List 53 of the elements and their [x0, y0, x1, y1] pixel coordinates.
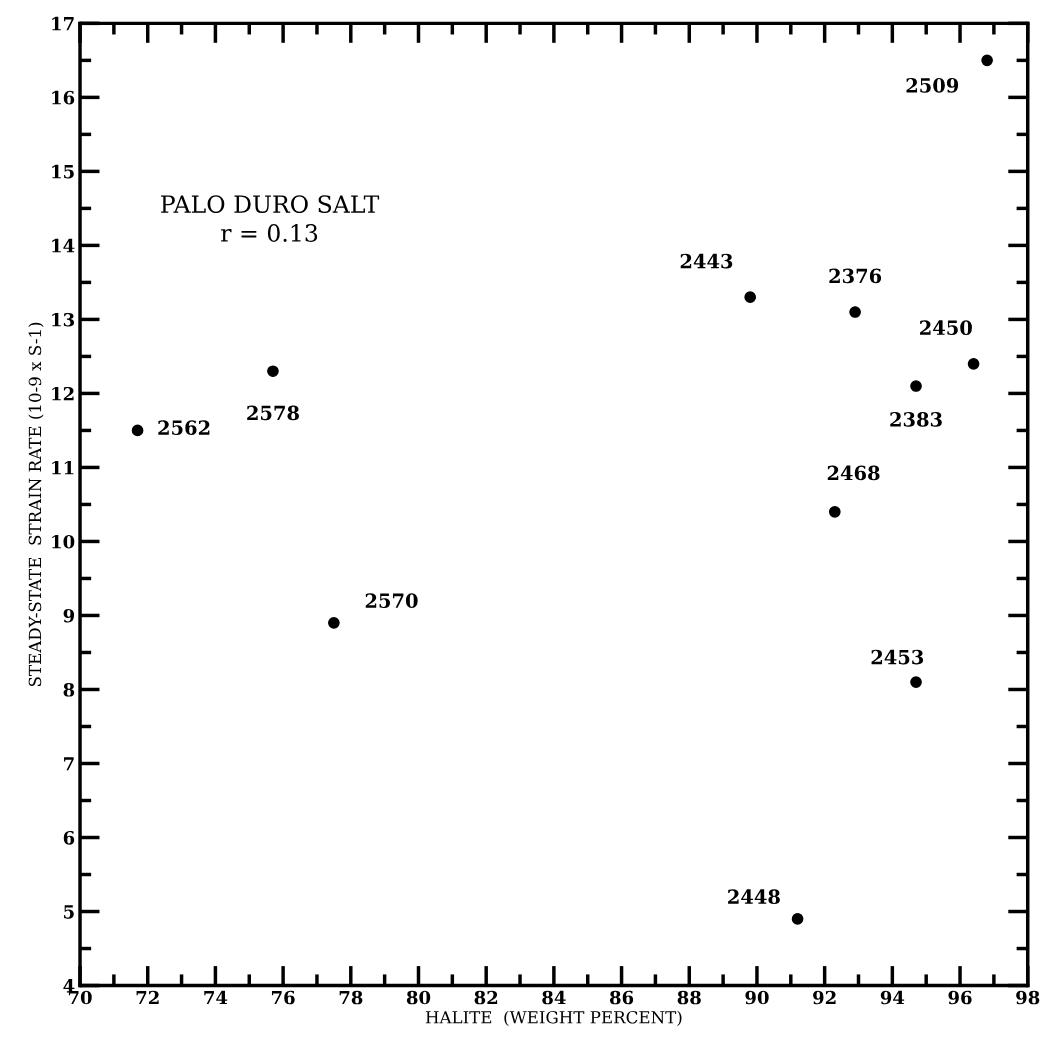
- annotation: 2383: [890, 412, 942, 427]
- point: [910, 380, 922, 392]
- annotation: PALO DURO SALT: [161, 195, 380, 214]
- annotation: r = 0.13: [221, 224, 318, 242]
- annotation: 2448: [728, 889, 780, 905]
- x-tick-label: 80: [406, 990, 431, 1005]
- x-tick-label: 92: [813, 990, 836, 1005]
- annotation: 2578: [247, 405, 299, 421]
- annotation: 2376: [829, 268, 882, 284]
- point: [267, 365, 279, 378]
- point: [910, 676, 922, 688]
- annotation: 2570: [365, 593, 418, 608]
- point: [981, 54, 993, 67]
- x-tick-label: 96: [948, 990, 972, 1005]
- y-tick-label: 13: [52, 312, 75, 327]
- annotation: 2443: [680, 253, 733, 269]
- x-tick-label: 84: [542, 990, 566, 1005]
- y-tick-label: 11: [52, 460, 74, 475]
- y-tick-label: 6: [63, 830, 75, 845]
- x-tick-label: 82: [474, 990, 498, 1005]
- point: [131, 424, 144, 437]
- y-tick-label: 17: [52, 16, 74, 31]
- y-tick-label: 12: [52, 386, 74, 401]
- point: [849, 306, 861, 318]
- annotation: 2509: [906, 78, 959, 93]
- x-tick-label: 98: [1016, 990, 1040, 1005]
- point: [828, 506, 841, 518]
- y-tick-label: 9: [63, 608, 75, 623]
- x-tick-label: 76: [271, 990, 295, 1005]
- x-tick-label: 88: [677, 990, 701, 1005]
- x-tick-label: 78: [339, 990, 363, 1005]
- y-tick-label: 16: [52, 90, 75, 105]
- x-tick-label: 74: [204, 990, 228, 1005]
- x-tick-label: 94: [880, 990, 905, 1005]
- point: [744, 291, 757, 304]
- annotation: 2468: [827, 465, 880, 481]
- x-tick-label: 86: [609, 990, 634, 1005]
- x-tick-label: 90: [745, 990, 769, 1005]
- annotation: 2450: [920, 320, 972, 336]
- y-tick-label: 10: [52, 534, 75, 549]
- x-axis-title: HALITE (WEIGHT PERCENT): [425, 1010, 682, 1026]
- y-tick-label: 14: [52, 238, 75, 253]
- point: [791, 913, 804, 925]
- y-tick-label: 5: [64, 905, 74, 919]
- point: [967, 357, 980, 370]
- point: [328, 617, 340, 629]
- annotation: 2562: [158, 420, 210, 435]
- y-tick-label: 8: [63, 682, 75, 697]
- x-tick-label: 72: [136, 990, 159, 1005]
- y-tick-label: 15: [52, 164, 74, 179]
- y-axis-title: STEADY-STATE STRAIN RATE (10-9 x S-1): [28, 322, 44, 687]
- annotation: 2453: [871, 649, 924, 665]
- y-tick-label: 7: [64, 757, 74, 771]
